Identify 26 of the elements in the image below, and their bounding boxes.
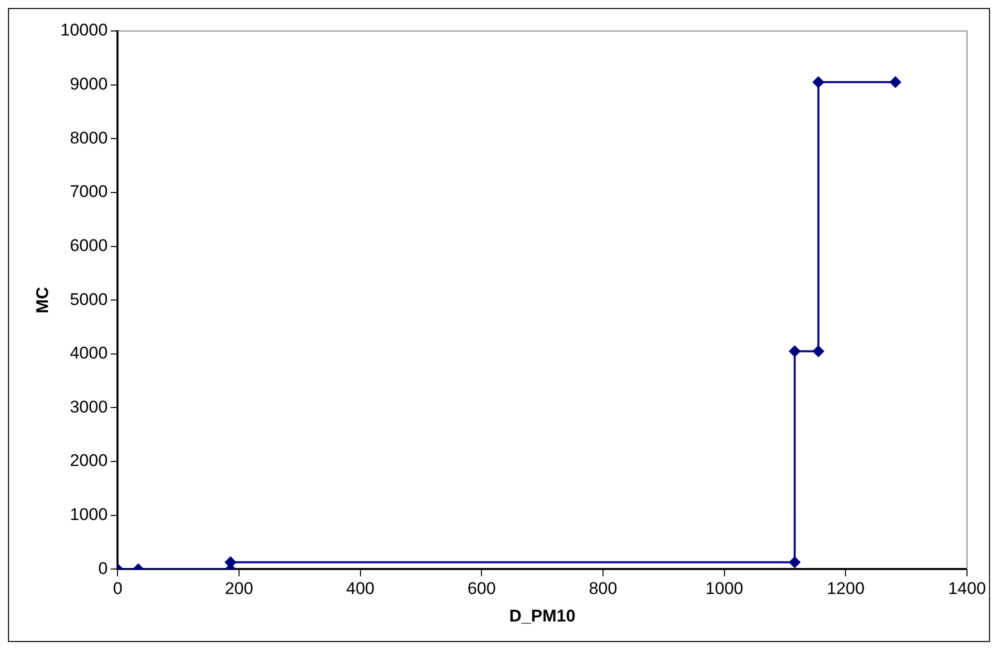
y-tick-label: 0 (98, 558, 108, 578)
y-tick-label: 8000 (70, 128, 108, 148)
x-tick-label: 1200 (826, 579, 865, 598)
point (812, 76, 824, 88)
y-tick-label: 9000 (70, 74, 108, 94)
y-tick-label: 7000 (70, 182, 108, 202)
y-axis-title: MC (32, 286, 52, 314)
point (889, 76, 902, 88)
y-tick-label: 4000 (70, 344, 108, 363)
x-tick-label: 0 (112, 579, 122, 598)
y-tick-label: 2000 (70, 451, 108, 470)
y-tick-label: 6000 (70, 236, 108, 255)
x-tick-label: 600 (467, 579, 496, 598)
y-tick-label: 10000 (60, 20, 108, 40)
x-tick-label: 1000 (705, 579, 744, 598)
y-tick-label: 1000 (70, 505, 108, 524)
x-axis-title: D_PM10 (509, 606, 576, 626)
x-tick-label: 800 (588, 579, 618, 598)
x-tick-label: 1400 (948, 579, 986, 598)
point (788, 345, 801, 358)
x-tick-label: 400 (346, 579, 375, 598)
y-tick-label: 5000 (70, 290, 108, 309)
x-tick-label: 200 (224, 579, 254, 598)
point (812, 345, 824, 358)
point (788, 556, 801, 568)
y-tick-label: 3000 (70, 397, 108, 416)
